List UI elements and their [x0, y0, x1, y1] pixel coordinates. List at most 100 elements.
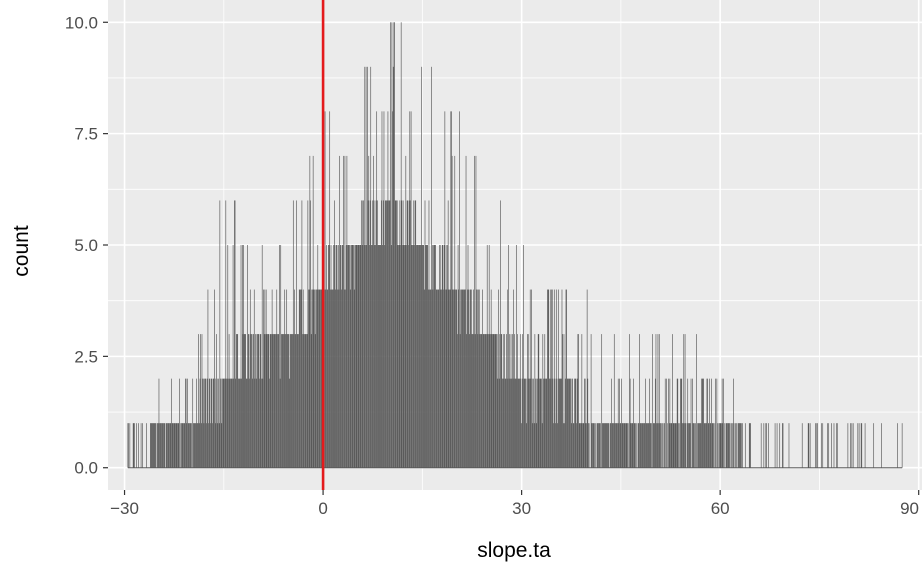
histogram-bar — [537, 378, 538, 468]
histogram-bar — [316, 289, 318, 468]
histogram-bar — [384, 245, 385, 468]
histogram-bar — [423, 245, 425, 468]
histogram-bar — [817, 423, 818, 468]
histogram-bar — [324, 111, 326, 468]
histogram-bar — [289, 334, 291, 468]
histogram-bar — [633, 378, 634, 468]
histogram-bar — [208, 378, 210, 468]
histogram-bar — [441, 289, 442, 468]
histogram-bar — [188, 423, 190, 468]
histogram-bar — [485, 334, 487, 468]
histogram-bar — [272, 334, 274, 468]
histogram-bar — [450, 111, 452, 468]
histogram-bar — [236, 334, 237, 468]
histogram-bar — [363, 200, 364, 468]
histogram-bar — [439, 245, 440, 468]
histogram-bar — [508, 378, 510, 468]
histogram-bar — [326, 245, 327, 468]
histogram-bar — [650, 423, 652, 468]
histogram-bar — [631, 423, 632, 468]
histogram-bar — [432, 289, 434, 468]
histogram-bar — [729, 423, 731, 468]
histogram-bar — [394, 22, 395, 468]
histogram-bar — [551, 289, 552, 468]
histogram-bar — [156, 423, 158, 468]
histogram-bar — [539, 378, 541, 468]
histogram-bar — [629, 378, 631, 468]
histogram-bar — [346, 155, 348, 468]
histogram-bar — [652, 334, 653, 468]
histogram-bar — [678, 423, 679, 468]
histogram-bar — [553, 423, 554, 468]
histogram-bar — [314, 289, 315, 468]
histogram-bar — [739, 423, 741, 468]
histogram-bar — [664, 423, 665, 468]
histogram-bar — [500, 200, 501, 468]
histogram-bar — [571, 378, 573, 468]
histogram-bar — [414, 245, 415, 468]
histogram-bar — [728, 423, 730, 468]
histogram-bar — [194, 423, 196, 468]
histogram-bar — [704, 423, 706, 468]
histogram-bar — [498, 289, 499, 468]
histogram-bar — [221, 423, 223, 468]
histogram-bar — [529, 289, 531, 468]
histogram-bar — [489, 334, 491, 468]
histogram-bar — [675, 423, 677, 468]
histogram-bar — [230, 378, 232, 468]
histogram-bar — [500, 334, 502, 468]
histogram-bar — [492, 334, 493, 468]
histogram-bar — [284, 289, 286, 468]
histogram-bar — [281, 334, 282, 468]
histogram-bar — [563, 334, 565, 468]
histogram-bar — [288, 334, 289, 468]
histogram-bar — [901, 423, 903, 468]
histogram-bar — [463, 289, 465, 468]
histogram-bar — [255, 378, 257, 468]
histogram-bar — [226, 378, 228, 468]
histogram-bar — [146, 423, 147, 468]
histogram-bar — [388, 200, 390, 468]
histogram-bar — [669, 378, 671, 468]
histogram-bar — [475, 155, 477, 468]
histogram-bar — [332, 289, 334, 468]
histogram-bar — [541, 378, 542, 468]
histogram-bar — [199, 378, 201, 468]
histogram-bar — [243, 334, 245, 468]
histogram-bar — [776, 423, 778, 468]
histogram-bar — [257, 334, 259, 468]
histogram-bar — [412, 245, 413, 468]
histogram-bar — [344, 155, 346, 468]
histogram-bar — [496, 334, 498, 468]
histogram-bar — [592, 423, 593, 468]
histogram-bar — [702, 378, 704, 468]
histogram-bar — [530, 378, 532, 468]
histogram-bar — [603, 423, 605, 468]
histogram-bar — [189, 423, 190, 468]
histogram-bar — [463, 289, 464, 468]
histogram-bar — [160, 423, 162, 468]
histogram-bar — [711, 423, 713, 468]
histogram-bar — [240, 378, 241, 468]
histogram-bar — [369, 200, 371, 468]
histogram-bar — [271, 334, 272, 468]
histogram-bar — [162, 423, 164, 468]
histogram-bar — [527, 334, 529, 468]
histogram-bar — [312, 155, 314, 468]
histogram-bar — [218, 378, 219, 468]
histogram-bar — [620, 423, 622, 468]
histogram-bar — [636, 423, 638, 468]
y-tick-label: 10.0 — [65, 13, 98, 32]
histogram-bar — [495, 334, 497, 468]
histogram-bar — [611, 378, 612, 468]
histogram-bar — [224, 378, 226, 468]
histogram-bar — [216, 334, 217, 468]
histogram-bar — [712, 423, 714, 468]
histogram-bar — [494, 334, 495, 468]
histogram-bar — [134, 423, 135, 468]
histogram-bar — [402, 200, 404, 468]
histogram-bar — [305, 334, 307, 468]
histogram-bar — [662, 423, 663, 468]
histogram-bar — [682, 423, 683, 468]
histogram-bar — [782, 423, 784, 468]
